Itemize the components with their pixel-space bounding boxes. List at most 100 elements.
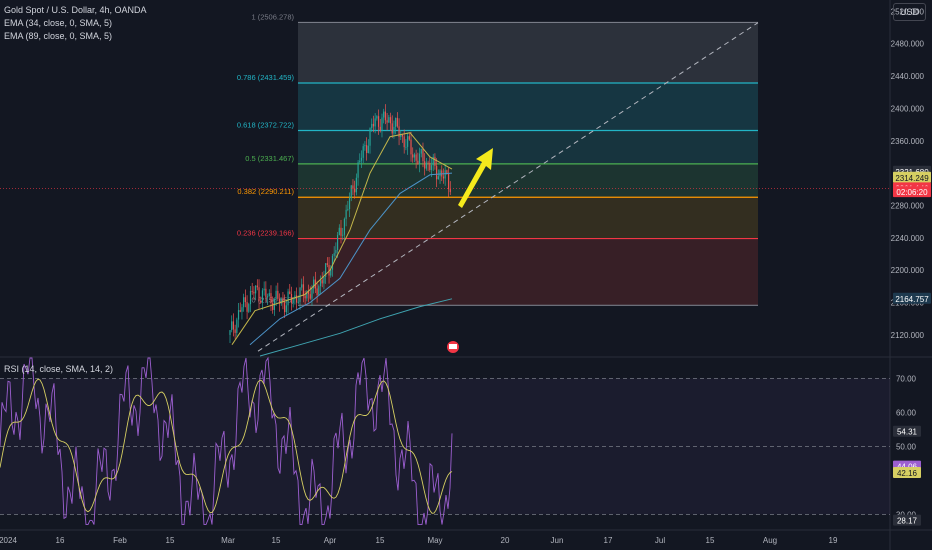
price-tick-label: 2280.000 — [891, 202, 925, 211]
candle-body — [371, 123, 373, 129]
fib-level-label-3: 0.5 (2331.467) — [245, 154, 294, 163]
candle-body — [410, 139, 412, 155]
candle-body — [405, 146, 407, 148]
candle-body — [434, 156, 436, 166]
candle-body — [325, 263, 327, 277]
candle-body — [234, 329, 236, 333]
candle-body — [340, 227, 342, 236]
candle-body — [391, 123, 393, 134]
time-tick-label: 17 — [604, 536, 613, 545]
candle-body — [381, 117, 383, 131]
rsi-lines — [0, 356, 453, 526]
candle-body — [376, 116, 378, 119]
candle-body — [338, 227, 340, 236]
fib-zone-4 — [298, 197, 758, 239]
candle-body — [229, 330, 231, 335]
candle-body — [367, 145, 369, 153]
price-tick-label: 2400.000 — [891, 104, 925, 113]
price-badge-label: 2164.757 — [895, 295, 929, 304]
candle-body — [355, 177, 357, 193]
rsi-tick-label: 60.00 — [896, 408, 917, 417]
candle-body — [243, 297, 245, 308]
candle-body — [398, 126, 400, 138]
candle-body — [336, 235, 339, 251]
price-tick-label: 2440.000 — [891, 72, 925, 81]
candle-body — [369, 128, 371, 146]
candle-body — [422, 148, 424, 162]
price-tick-label: 2240.000 — [891, 234, 925, 243]
candle-body — [430, 165, 433, 170]
candle-body — [251, 291, 253, 292]
fib-zone-1 — [298, 82, 758, 131]
rsi-tick-label: 50.00 — [896, 442, 917, 451]
ema-34-line — [231, 132, 453, 345]
candle-body — [362, 146, 364, 158]
candle-body — [328, 264, 330, 276]
rsi-badge-label: 54.31 — [897, 428, 918, 437]
candle-body — [258, 287, 260, 301]
rsi-badge — [893, 425, 921, 437]
candle-body — [401, 135, 404, 137]
ema-long-line — [259, 298, 453, 357]
candle-body — [239, 310, 241, 312]
candle-body — [432, 156, 434, 166]
candle-body — [318, 286, 320, 295]
candle-body — [266, 296, 269, 298]
candle-body — [408, 136, 410, 140]
candle-body — [326, 263, 328, 265]
time-tick-label: 2024 — [0, 536, 17, 545]
candle-body — [439, 170, 441, 177]
currency-button[interactable]: USD — [893, 3, 926, 21]
price-badge — [893, 292, 931, 304]
time-tick-label: 16 — [56, 536, 65, 545]
candle-body — [296, 295, 298, 303]
candle-body — [379, 126, 381, 131]
candle-body — [278, 298, 281, 304]
candle-body — [246, 302, 248, 312]
rsi-ma-line — [0, 378, 453, 514]
candle-body — [393, 126, 395, 134]
candle-body — [357, 162, 359, 178]
candle-body — [360, 157, 363, 161]
candle-body — [377, 116, 380, 127]
candle-body — [400, 135, 402, 138]
candle-body — [255, 285, 257, 294]
candle-body — [330, 269, 332, 276]
time-tick-label: 19 — [829, 536, 838, 545]
candle-body — [265, 288, 267, 298]
candle-body — [237, 310, 240, 320]
time-tick-label: 15 — [272, 536, 281, 545]
candle-body — [413, 154, 416, 158]
candles — [229, 104, 451, 344]
candle-body — [319, 280, 322, 287]
candle-body — [374, 118, 376, 127]
time-tick-label: Feb — [113, 536, 127, 545]
price-badge — [893, 171, 931, 183]
candle-body — [256, 285, 258, 288]
candle-body — [289, 291, 291, 294]
price-badge — [893, 186, 931, 198]
candle-body — [311, 288, 313, 299]
candle-body — [313, 279, 315, 289]
price-tick-label: 2120.000 — [891, 331, 925, 340]
candle-body — [396, 117, 398, 127]
candle-body — [275, 290, 277, 300]
time-tick-label: 15 — [376, 536, 385, 545]
candle-body — [241, 307, 243, 312]
event-marker-flag — [449, 344, 457, 349]
candle-body — [412, 154, 414, 158]
rsi-badge-label: 42.16 — [897, 469, 918, 478]
candle-body — [253, 291, 255, 294]
candle-body — [302, 284, 305, 296]
candle-body — [418, 153, 421, 165]
candle-body — [285, 305, 287, 313]
candle-body — [442, 176, 445, 179]
rsi-badge-label: 28.17 — [897, 517, 918, 526]
candle-body — [301, 284, 303, 288]
candle-body — [446, 170, 448, 174]
rsi-badge — [893, 467, 921, 479]
fib-zone-5 — [298, 238, 758, 306]
price-badge-label: 02:06:20 — [896, 188, 928, 197]
candle-body — [263, 288, 265, 291]
